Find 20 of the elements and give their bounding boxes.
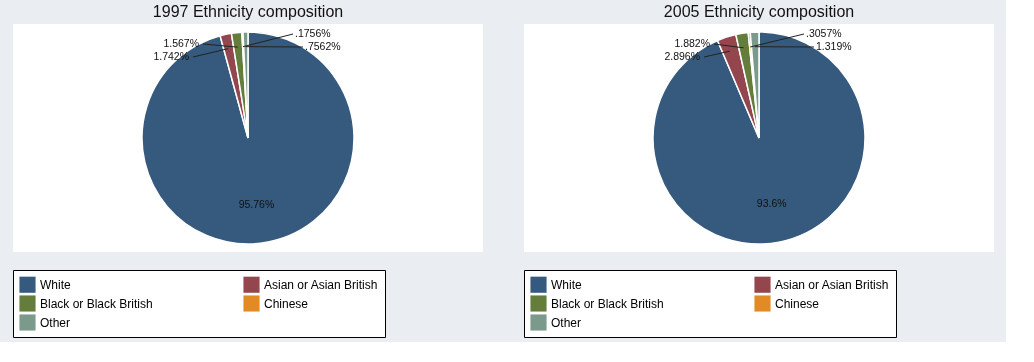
chart-title: 1997 Ethnicity composition [152,3,344,20]
data-label: 1.882% [674,37,710,49]
legend-label: White [551,277,582,292]
legend-label: Black or Black British [40,296,153,311]
legend-label: Asian or Asian British [264,277,378,292]
legend-label: Other [40,315,71,330]
legend-label: Black or Black British [551,296,664,311]
data-label: .7562% [305,40,341,52]
legend-label: Chinese [775,296,820,311]
legend-label: Chinese [264,296,309,311]
legend-label: Other [551,315,582,330]
data-label: 95.76% [238,198,275,211]
legend-label: Asian or Asian British [775,277,889,292]
data-label: .1756% [295,27,331,39]
legend-label: White [40,277,71,292]
chart-title: 2005 Ethnicity composition [663,3,855,20]
data-label: 93.6% [756,197,787,210]
data-label: .3057% [806,27,842,39]
data-label: 1.319% [816,40,852,52]
data-label: 1.567% [163,37,199,49]
